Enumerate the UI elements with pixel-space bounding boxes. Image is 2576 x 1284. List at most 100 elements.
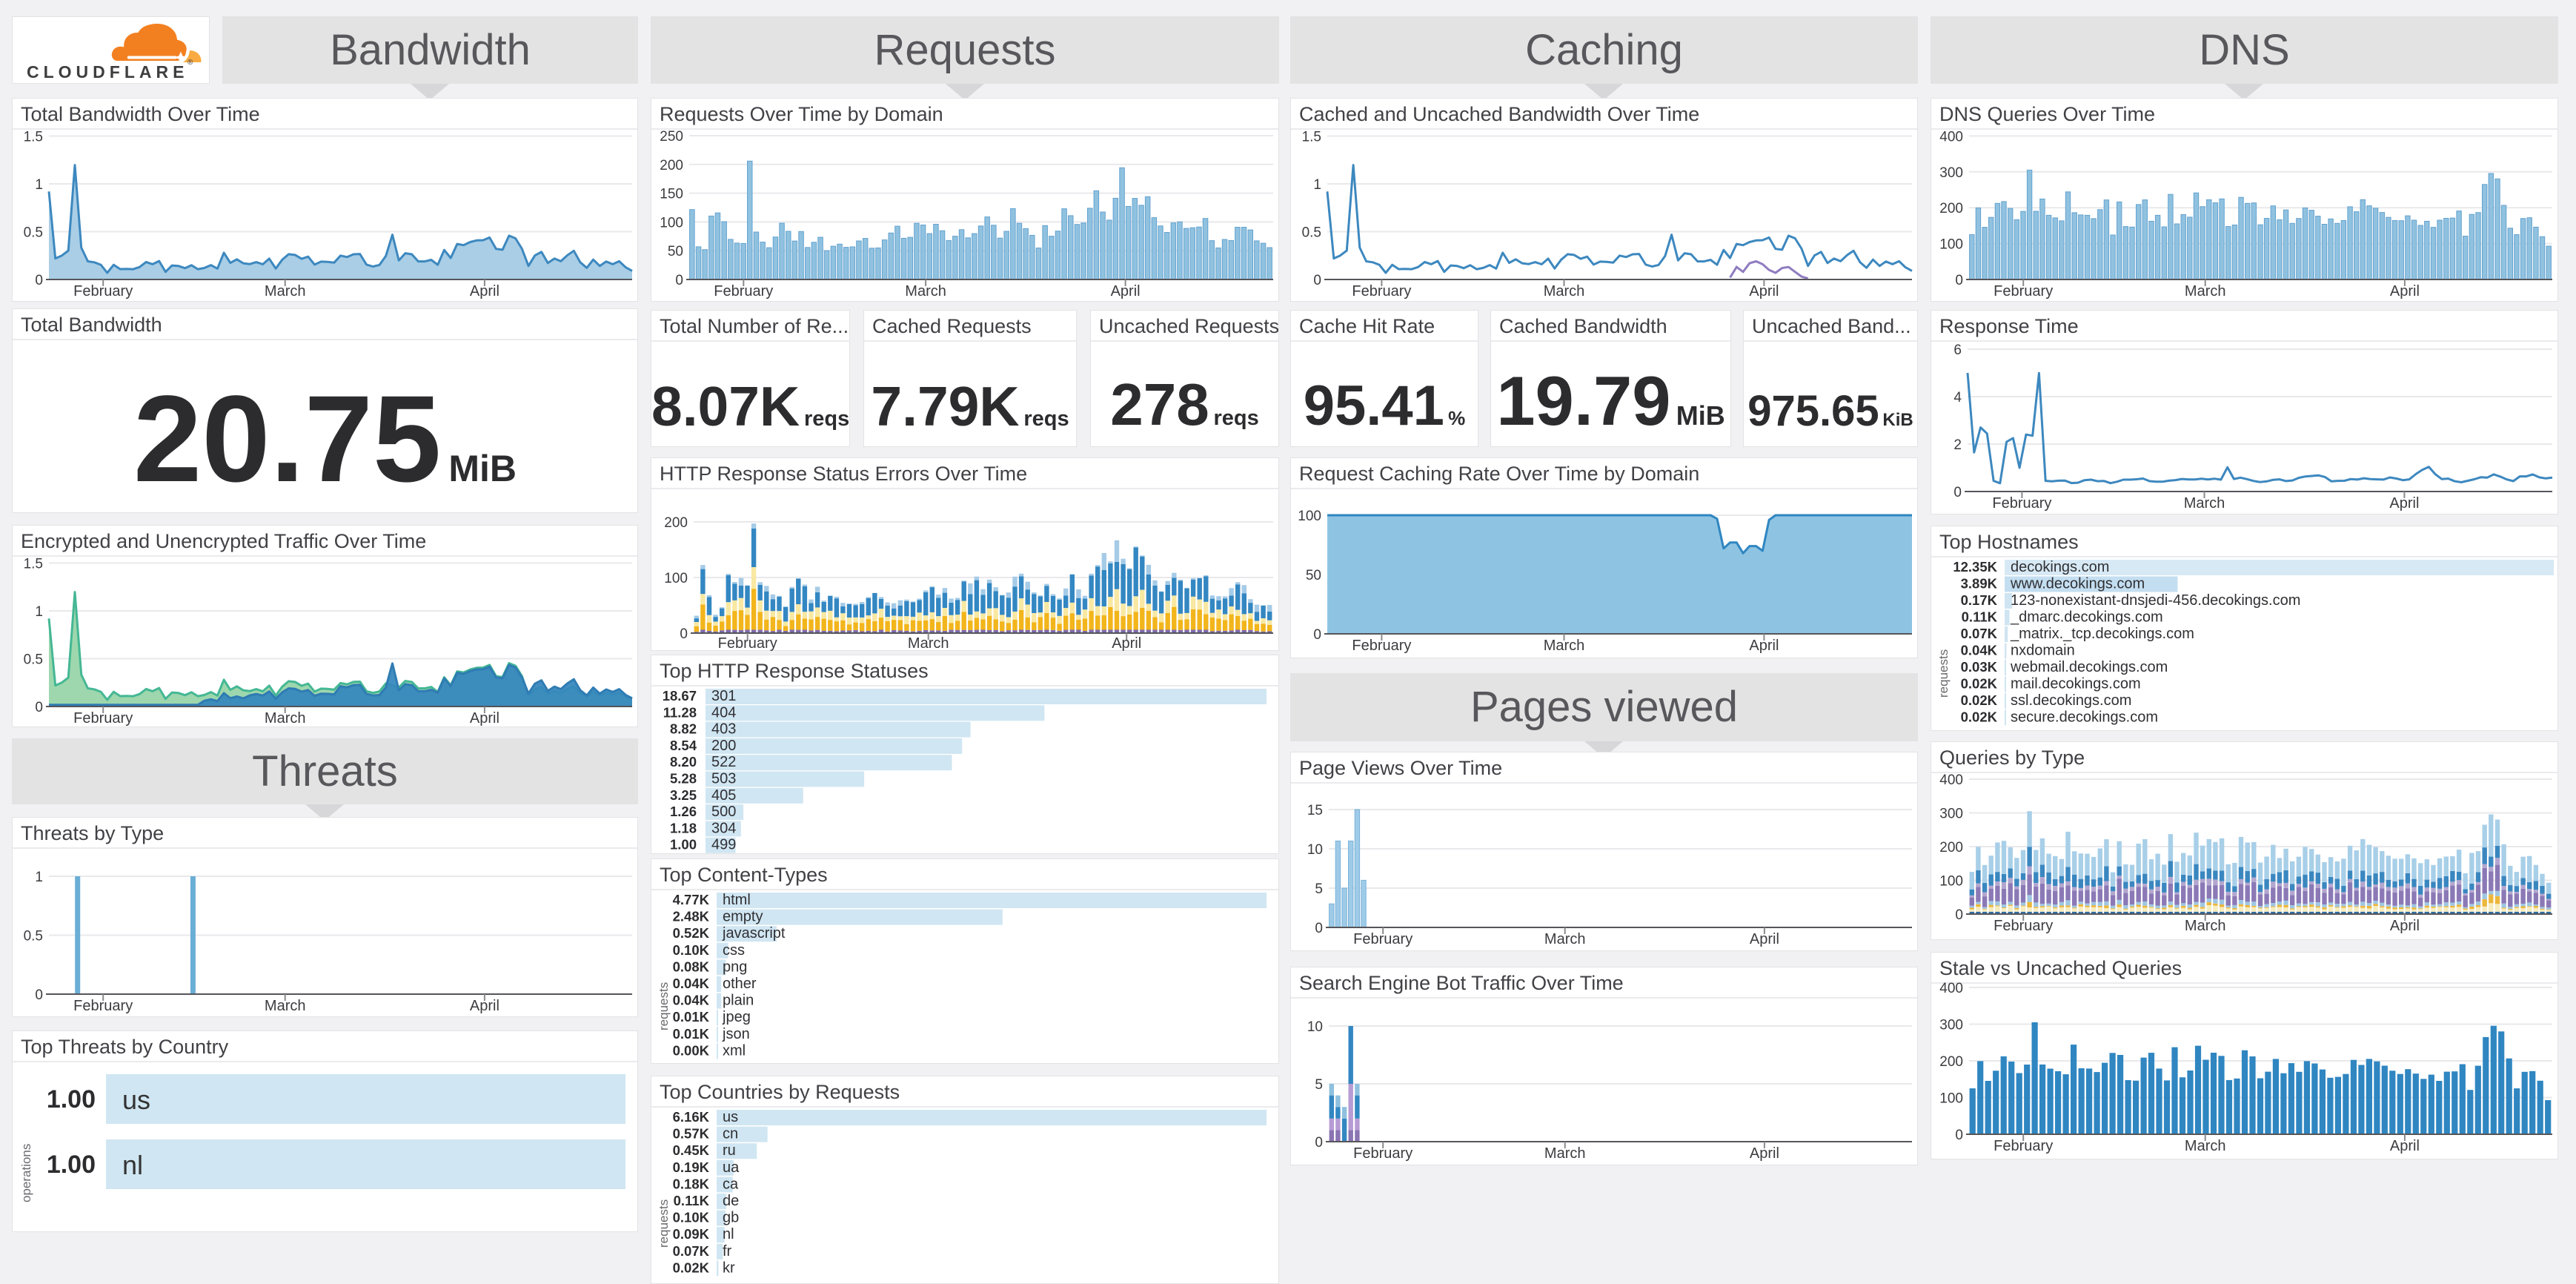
- svg-text:json: json: [722, 1026, 750, 1042]
- svg-text:April: April: [1111, 283, 1141, 300]
- svg-text:0.11K: 0.11K: [674, 1193, 710, 1208]
- svg-text:0.02K: 0.02K: [1961, 709, 1998, 725]
- svg-text:1.5: 1.5: [24, 130, 43, 145]
- svg-text:2: 2: [1953, 437, 1962, 453]
- svg-text:0.09K: 0.09K: [673, 1226, 710, 1242]
- svg-text:1.5: 1.5: [24, 557, 43, 572]
- svg-text:0.01K: 0.01K: [673, 1009, 710, 1025]
- svg-text:February: February: [1994, 918, 2053, 934]
- svg-text:April: April: [2390, 918, 2420, 934]
- svg-text:499: 499: [711, 837, 736, 853]
- svg-text:200: 200: [664, 515, 688, 531]
- svg-text:0.11K: 0.11K: [1962, 609, 1998, 625]
- svg-text:4.77K: 4.77K: [673, 892, 710, 907]
- svg-text:0.5: 0.5: [1302, 225, 1321, 241]
- svg-text:xml: xml: [723, 1042, 746, 1059]
- svg-text:200: 200: [711, 738, 736, 754]
- svg-text:304: 304: [711, 820, 736, 836]
- svg-text:kr: kr: [723, 1260, 735, 1276]
- svg-text:15: 15: [1307, 803, 1323, 818]
- svg-text:April: April: [1749, 638, 1779, 654]
- svg-text:March: March: [2185, 1138, 2226, 1154]
- svg-text:February: February: [1353, 931, 1413, 947]
- svg-text:us: us: [723, 1109, 738, 1125]
- svg-text:200: 200: [1939, 840, 1963, 856]
- svg-text:503: 503: [711, 771, 736, 787]
- svg-text:0.02K: 0.02K: [1961, 692, 1998, 708]
- svg-text:nl: nl: [122, 1150, 143, 1180]
- svg-text:February: February: [1994, 283, 2053, 300]
- svg-text:403: 403: [711, 721, 736, 738]
- svg-text:0.45K: 0.45K: [673, 1142, 710, 1158]
- svg-text:5.28: 5.28: [670, 771, 697, 787]
- svg-text:200: 200: [1939, 201, 1963, 216]
- svg-text:300: 300: [1939, 165, 1963, 181]
- svg-text:1.00: 1.00: [47, 1151, 96, 1179]
- svg-text:css: css: [723, 942, 745, 959]
- svg-text:100: 100: [1939, 1091, 1963, 1107]
- svg-text:March: March: [1544, 283, 1585, 300]
- svg-text:empty: empty: [723, 909, 763, 925]
- svg-text:1: 1: [35, 870, 43, 885]
- svg-text:123-nonexistant-dnsjedi-456.de: 123-nonexistant-dnsjedi-456.decokings.co…: [2011, 592, 2300, 609]
- svg-text:April: April: [1750, 931, 1779, 947]
- svg-text:100: 100: [1939, 237, 1963, 253]
- svg-text:February: February: [73, 710, 133, 727]
- svg-text:April: April: [470, 998, 499, 1014]
- svg-text:ru: ru: [723, 1142, 736, 1159]
- svg-text:5: 5: [1315, 1077, 1323, 1093]
- svg-text:1.00: 1.00: [47, 1085, 96, 1113]
- svg-text:®: ®: [187, 59, 193, 67]
- svg-text:March: March: [1544, 1145, 1586, 1162]
- svg-text:February: February: [73, 998, 133, 1014]
- svg-text:250: 250: [660, 129, 683, 145]
- svg-text:6: 6: [1953, 342, 1962, 358]
- svg-text:April: April: [470, 283, 499, 300]
- svg-text:0: 0: [675, 273, 683, 288]
- svg-text:100: 100: [660, 215, 683, 231]
- svg-text:April: April: [470, 710, 499, 727]
- svg-text:nxdomain: nxdomain: [2011, 643, 2075, 659]
- svg-text:us: us: [122, 1085, 150, 1115]
- svg-text:0.18K: 0.18K: [673, 1176, 710, 1191]
- svg-text:jpeg: jpeg: [722, 1009, 751, 1025]
- svg-text:0.5: 0.5: [24, 652, 43, 668]
- svg-text:_matrix._tcp.decokings.com: _matrix._tcp.decokings.com: [2010, 626, 2194, 642]
- svg-text:300: 300: [1939, 1018, 1963, 1033]
- svg-text:1.18: 1.18: [670, 820, 697, 835]
- svg-text:0.52K: 0.52K: [673, 925, 710, 941]
- svg-text:150: 150: [660, 187, 683, 202]
- svg-text:6.16K: 6.16K: [673, 1109, 710, 1125]
- svg-text:0: 0: [1955, 907, 1963, 923]
- svg-text:ua: ua: [723, 1159, 740, 1176]
- svg-text:1.5: 1.5: [1302, 130, 1321, 145]
- svg-text:0.08K: 0.08K: [673, 959, 710, 974]
- svg-text:plain: plain: [723, 993, 754, 1009]
- svg-text:0.01K: 0.01K: [673, 1026, 710, 1042]
- svg-text:0: 0: [35, 987, 43, 1003]
- svg-text:April: April: [1112, 635, 1141, 652]
- svg-text:other: other: [723, 976, 757, 992]
- svg-text:February: February: [73, 283, 133, 300]
- svg-text:April: April: [2389, 495, 2419, 512]
- svg-text:javascript: javascript: [722, 925, 786, 942]
- svg-text:3.25: 3.25: [670, 787, 697, 803]
- svg-text:0.04K: 0.04K: [673, 993, 710, 1008]
- svg-text:0: 0: [1955, 1128, 1963, 1143]
- svg-text:0.5: 0.5: [24, 929, 43, 944]
- svg-text:522: 522: [711, 754, 736, 770]
- svg-text:0: 0: [1313, 273, 1321, 288]
- svg-text:0.10K: 0.10K: [673, 1210, 710, 1225]
- svg-text:0.00K: 0.00K: [673, 1042, 710, 1058]
- svg-text:1: 1: [35, 604, 43, 620]
- svg-text:3.89K: 3.89K: [1961, 576, 1998, 592]
- svg-text:11.28: 11.28: [663, 704, 697, 720]
- svg-text:March: March: [265, 998, 306, 1014]
- svg-text:50: 50: [1306, 568, 1321, 583]
- svg-text:March: March: [905, 283, 946, 300]
- svg-text:0.03K: 0.03K: [1961, 659, 1998, 675]
- svg-text:April: April: [2390, 283, 2420, 300]
- svg-text:12.35K: 12.35K: [1953, 559, 1997, 575]
- svg-text:February: February: [1994, 1138, 2053, 1154]
- svg-text:www.decokings.com: www.decokings.com: [2010, 576, 2145, 592]
